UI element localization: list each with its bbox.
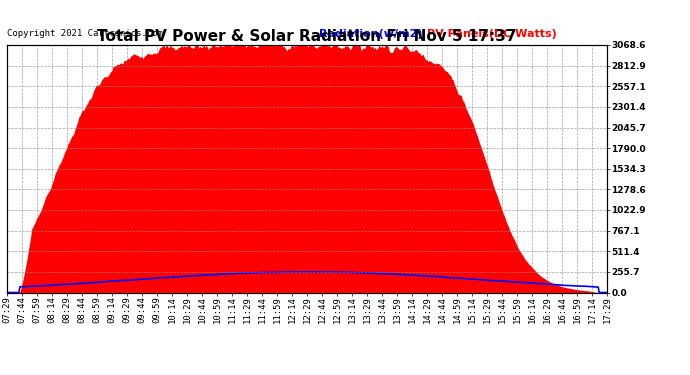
Title: Total PV Power & Solar Radiation Fri Nov 5 17:37: Total PV Power & Solar Radiation Fri Nov… <box>97 29 517 44</box>
Text: PV Panels(DC Watts): PV Panels(DC Watts) <box>427 29 557 39</box>
Text: Copyright 2021 Cartronics.com: Copyright 2021 Cartronics.com <box>7 29 163 38</box>
Text: Radiation(w/m2): Radiation(w/m2) <box>319 29 422 39</box>
